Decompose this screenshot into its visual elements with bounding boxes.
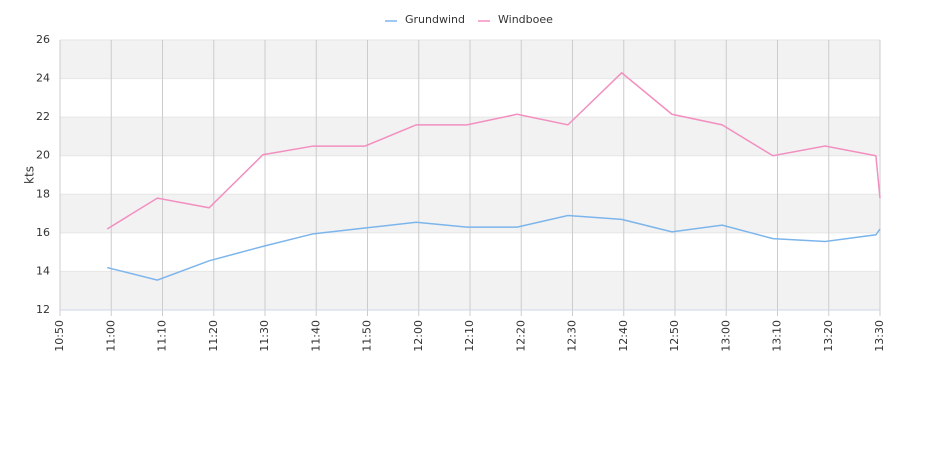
series-line [106,71,881,230]
x-tick-label: 12:40 [617,320,630,352]
x-tick-label: 11:40 [309,320,322,352]
x-tick-label: 13:00 [719,320,732,352]
x-tick-label: 12:10 [463,320,476,352]
y-tick-label: 24 [36,72,50,85]
x-tick-label: 11:30 [258,320,271,352]
y-tick-label: 26 [36,33,50,46]
x-tick-label: 13:10 [771,320,784,352]
x-tick-label: 11:00 [104,320,117,352]
series-line [106,214,881,281]
x-tick-label: 11:50 [361,320,374,352]
x-tick-label: 12:50 [668,320,681,352]
x-tick-label: 11:20 [207,320,220,352]
legend-label: Grundwind [405,13,465,26]
y-tick-label: 22 [36,110,50,123]
y-tick-label: 12 [36,303,50,316]
x-tick-label: 13:30 [873,320,886,352]
y-tick-label: 18 [36,187,50,200]
x-tick-label: 12:30 [566,320,579,352]
x-tick-label: 13:20 [822,320,835,352]
x-tick-label: 12:20 [514,320,527,352]
x-tick-label: 11:10 [156,320,169,352]
y-axis-label: kts [23,166,37,184]
y-tick-label: 20 [36,149,50,162]
x-tick-label: 12:00 [412,320,425,352]
y-tick-label: 14 [36,264,50,277]
x-tick-label: 10:50 [53,320,66,352]
y-tick-label: 16 [36,226,50,239]
legend-label: Windboee [498,13,553,26]
